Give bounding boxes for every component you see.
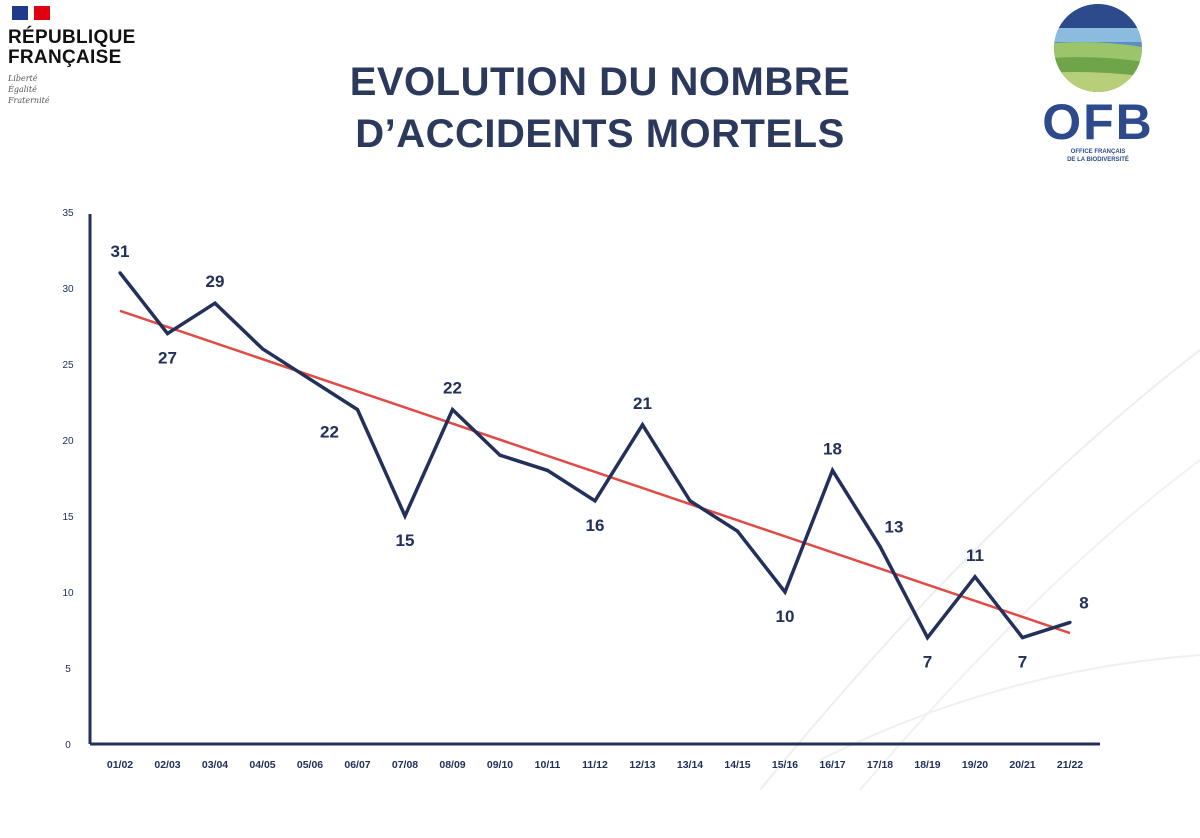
x-tick-labels: 01/02 02/03 03/04 04/05 05/06 06/07 07/08 08/09… [107,759,1083,771]
data-label: 29 [206,272,225,291]
data-label: 18 [823,439,842,458]
x-tick-label: 13/14 [677,759,703,771]
data-label: 21 [633,394,652,413]
x-tick-label: 09/10 [487,759,513,771]
data-label: 10 [776,607,795,626]
series-line [118,271,1071,641]
republic-motto: Liberté Égalité Fraternité [8,73,168,106]
republique-francaise-name: RÉPUBLIQUE FRANÇAISE [8,27,136,68]
data-point [735,529,740,533]
accidents-line-chart: 0 5 10 15 20 25 30 35 01/02 02/03 03/04 04/05 05/06… [62,208,1200,790]
ofb-subtitle-line-1: OFFICE FRANÇAIS [1070,149,1126,155]
data-series [118,271,1072,641]
data-point [355,408,360,412]
data-label: 15 [396,531,415,550]
trendline-path [119,309,1071,635]
x-tick-label: 18/19 [914,759,940,771]
data-label: 8 [1079,593,1088,612]
data-labels: 31 27 29 22 15 22 16 21 10 18 13 7 11 7 8 [111,242,1089,672]
background-decoration [759,349,1200,790]
x-tick-label: 19/20 [962,759,988,771]
decor-curve [859,459,1200,790]
data-label: 16 [586,516,605,535]
title-line-2: D’ACCIDENTS MORTELS [355,112,845,156]
data-point [403,514,407,518]
data-point [118,271,122,275]
page-title: EVOLUTION DU NOMBRE D’ACCIDENTS MORTELS [230,56,970,160]
y-tick-label: 15 [62,512,74,523]
data-point [593,499,597,503]
x-tick-label: 14/15 [724,759,750,771]
title-line-1: EVOLUTION DU NOMBRE [349,60,851,104]
data-point [165,332,170,336]
ofb-globe-icon [1054,4,1142,92]
data-point [545,468,550,472]
data-label: 27 [158,349,177,368]
data-point [783,590,787,594]
motto-fraternite: Fraternité [8,96,50,105]
data-point [498,453,502,457]
x-tick-label: 21/22 [1057,759,1083,771]
republique-francaise-logo: RÉPUBLIQUE FRANÇAISE Liberté Égalité Fra… [8,6,168,106]
y-tick-label: 20 [62,436,74,447]
x-tick-label: 10/11 [535,759,561,771]
data-label: 13 [885,517,904,536]
data-label: 7 [923,653,932,672]
decor-curve [819,654,1200,761]
y-tick-label: 35 [62,208,74,219]
x-tick-label: 07/08 [392,759,418,771]
decor-curve [759,349,1200,790]
x-tick-label: 16/17 [819,759,845,771]
x-tick-label: 06/07 [344,759,370,771]
x-tick-label: 15/16 [772,759,798,771]
x-tick-label: 01/02 [107,759,133,771]
ofb-subtitle-line-2: DE LA BIODIVERSITÉ [1067,157,1129,163]
x-tick-label: 17/18 [867,759,893,771]
x-tick-label: 05/06 [297,759,323,771]
x-tick-label: 04/05 [249,759,275,771]
x-tick-label: 02/03 [154,759,180,771]
x-tick-label: 11/12 [582,759,608,771]
x-tick-label: 08/09 [439,759,465,771]
data-label: 22 [443,379,462,398]
data-point [878,544,882,548]
data-label: 11 [966,546,984,565]
y-tick-label: 25 [62,360,74,371]
x-tick-label: 03/04 [202,759,228,771]
data-point [213,301,217,305]
data-point [1020,636,1025,640]
data-point [973,575,977,579]
data-label: 31 [111,242,130,261]
motto-liberte: Liberté [8,74,38,83]
y-tick-label: 10 [62,588,74,599]
x-tick-label: 12/13 [629,759,655,771]
ofb-logo: OFB OFFICE FRANÇAIS DE LA BIODIVERSITÉ [1028,2,1168,182]
data-point [688,499,692,503]
data-label: 7 [1018,653,1027,672]
data-point [450,408,455,412]
ofb-wordmark: OFB [1042,94,1154,150]
data-point [1068,620,1072,624]
data-point [640,423,645,427]
marianne-flag-icon [12,6,168,20]
y-tick-label: 30 [62,284,74,295]
data-point [308,377,312,381]
data-point [925,636,930,640]
chart-axes [88,214,1100,746]
data-point [830,468,835,472]
y-tick-label: 5 [65,664,71,675]
ofb-subtitle: OFFICE FRANÇAIS DE LA BIODIVERSITÉ [1028,148,1168,164]
trendline [119,309,1071,635]
motto-egalite: Égalité [8,85,37,94]
data-label: 22 [320,423,339,442]
x-tick-label: 20/21 [1009,759,1035,771]
y-tick-labels: 0 5 10 15 20 25 30 35 [62,208,74,751]
data-point [260,347,265,351]
y-tick-label: 0 [65,740,71,751]
